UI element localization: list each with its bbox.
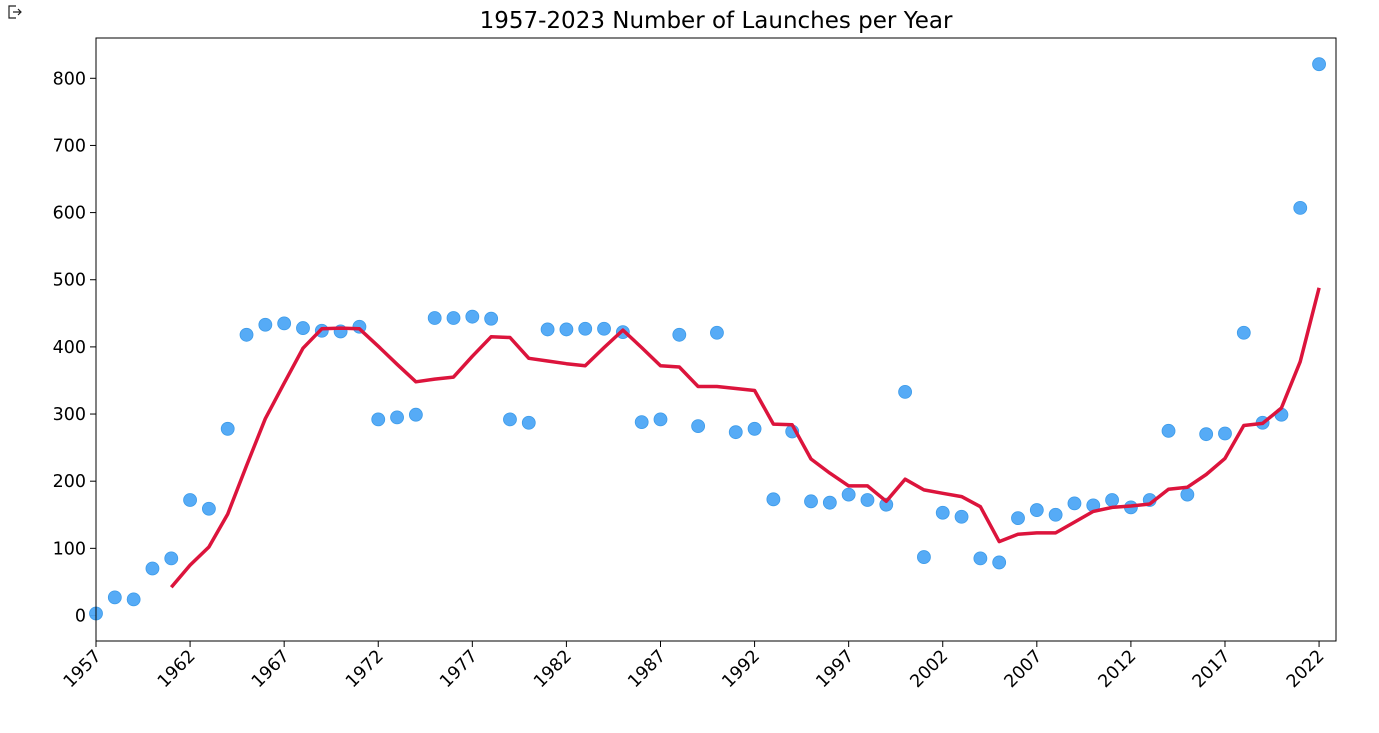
x-tick-label: 1962 <box>154 646 200 692</box>
data-point <box>1105 493 1119 507</box>
export-icon[interactable] <box>6 3 24 21</box>
data-point <box>521 415 536 430</box>
data-point <box>164 551 179 566</box>
y-tick-label: 0 <box>75 606 86 626</box>
y-tick-label: 700 <box>53 136 86 156</box>
data-point <box>728 425 743 440</box>
data-point <box>540 322 555 337</box>
data-point <box>1067 496 1082 511</box>
y-tick-label: 300 <box>53 405 86 425</box>
data-point <box>183 493 197 507</box>
y-tick-label: 100 <box>53 539 86 559</box>
data-point <box>1048 507 1063 522</box>
data-point <box>1180 487 1195 502</box>
data-point <box>1029 503 1044 517</box>
data-point <box>1161 423 1176 438</box>
data-point <box>145 561 160 576</box>
data-point <box>766 492 781 507</box>
data-point <box>427 311 442 325</box>
data-point <box>898 384 913 399</box>
data-point <box>691 419 706 434</box>
data-point <box>935 505 950 520</box>
data-point <box>653 412 668 427</box>
data-point <box>710 325 724 340</box>
data-point <box>1199 427 1214 442</box>
data-point <box>879 497 894 512</box>
x-tick-label: 2002 <box>907 646 953 692</box>
x-tick-label: 1982 <box>530 646 576 692</box>
x-axis: 1957 1962 1967 1972 1977 1982 1987 1992 1997 2002… <box>60 641 1329 692</box>
y-tick-label: 600 <box>53 204 86 224</box>
line-series <box>169 287 1321 589</box>
chart-title: 1957-2023 Number of Launches per Year <box>480 8 953 34</box>
data-point <box>973 551 988 566</box>
y-tick-label: 800 <box>53 69 86 89</box>
data-point <box>559 322 574 337</box>
y-tick-label: 500 <box>53 271 86 291</box>
data-point <box>1312 57 1326 72</box>
data-point <box>258 317 273 332</box>
y-tick-label: 400 <box>53 338 86 358</box>
x-tick-label: 1957 <box>60 646 106 692</box>
x-tick-label: 2012 <box>1095 646 1141 692</box>
x-tick-label: 2007 <box>1001 646 1047 692</box>
data-point <box>446 311 461 325</box>
data-point <box>578 321 593 336</box>
data-point <box>126 592 141 607</box>
data-point <box>747 421 762 436</box>
data-point <box>597 321 611 336</box>
data-point <box>954 509 969 524</box>
data-point <box>408 407 423 422</box>
data-point <box>484 311 499 326</box>
x-tick-label: 1967 <box>248 646 294 692</box>
data-point <box>503 412 517 427</box>
data-point <box>804 494 818 509</box>
scatter-series <box>89 57 1326 621</box>
data-point <box>277 316 292 331</box>
data-point <box>390 410 404 425</box>
data-point <box>107 590 122 605</box>
data-point <box>1293 200 1308 215</box>
data-point <box>239 327 254 342</box>
data-point <box>296 321 310 335</box>
x-tick-label: 2022 <box>1283 646 1329 692</box>
trend-line <box>169 287 1321 589</box>
x-tick-label: 1977 <box>436 646 482 692</box>
data-point <box>672 327 687 342</box>
data-point <box>992 555 1007 570</box>
data-point <box>841 487 856 502</box>
x-tick-label: 1987 <box>624 646 670 692</box>
y-tick-label: 200 <box>53 472 86 492</box>
plot-frame <box>95 37 1337 642</box>
x-tick-label: 1997 <box>813 646 859 692</box>
data-point <box>634 415 649 429</box>
data-point <box>465 309 480 324</box>
data-point <box>1236 325 1251 340</box>
x-tick-label: 1972 <box>342 646 388 692</box>
data-point <box>1011 511 1025 526</box>
data-point <box>220 421 235 436</box>
data-point <box>917 550 931 564</box>
data-point <box>860 493 875 507</box>
x-tick-label: 1992 <box>718 646 764 692</box>
x-tick-label: 2017 <box>1189 646 1235 692</box>
data-point <box>371 412 386 427</box>
y-axis: 0 100 200 300 400 500 600 700 800 <box>53 69 96 626</box>
data-point <box>1218 426 1232 441</box>
data-point <box>201 501 216 516</box>
data-point <box>822 495 837 510</box>
